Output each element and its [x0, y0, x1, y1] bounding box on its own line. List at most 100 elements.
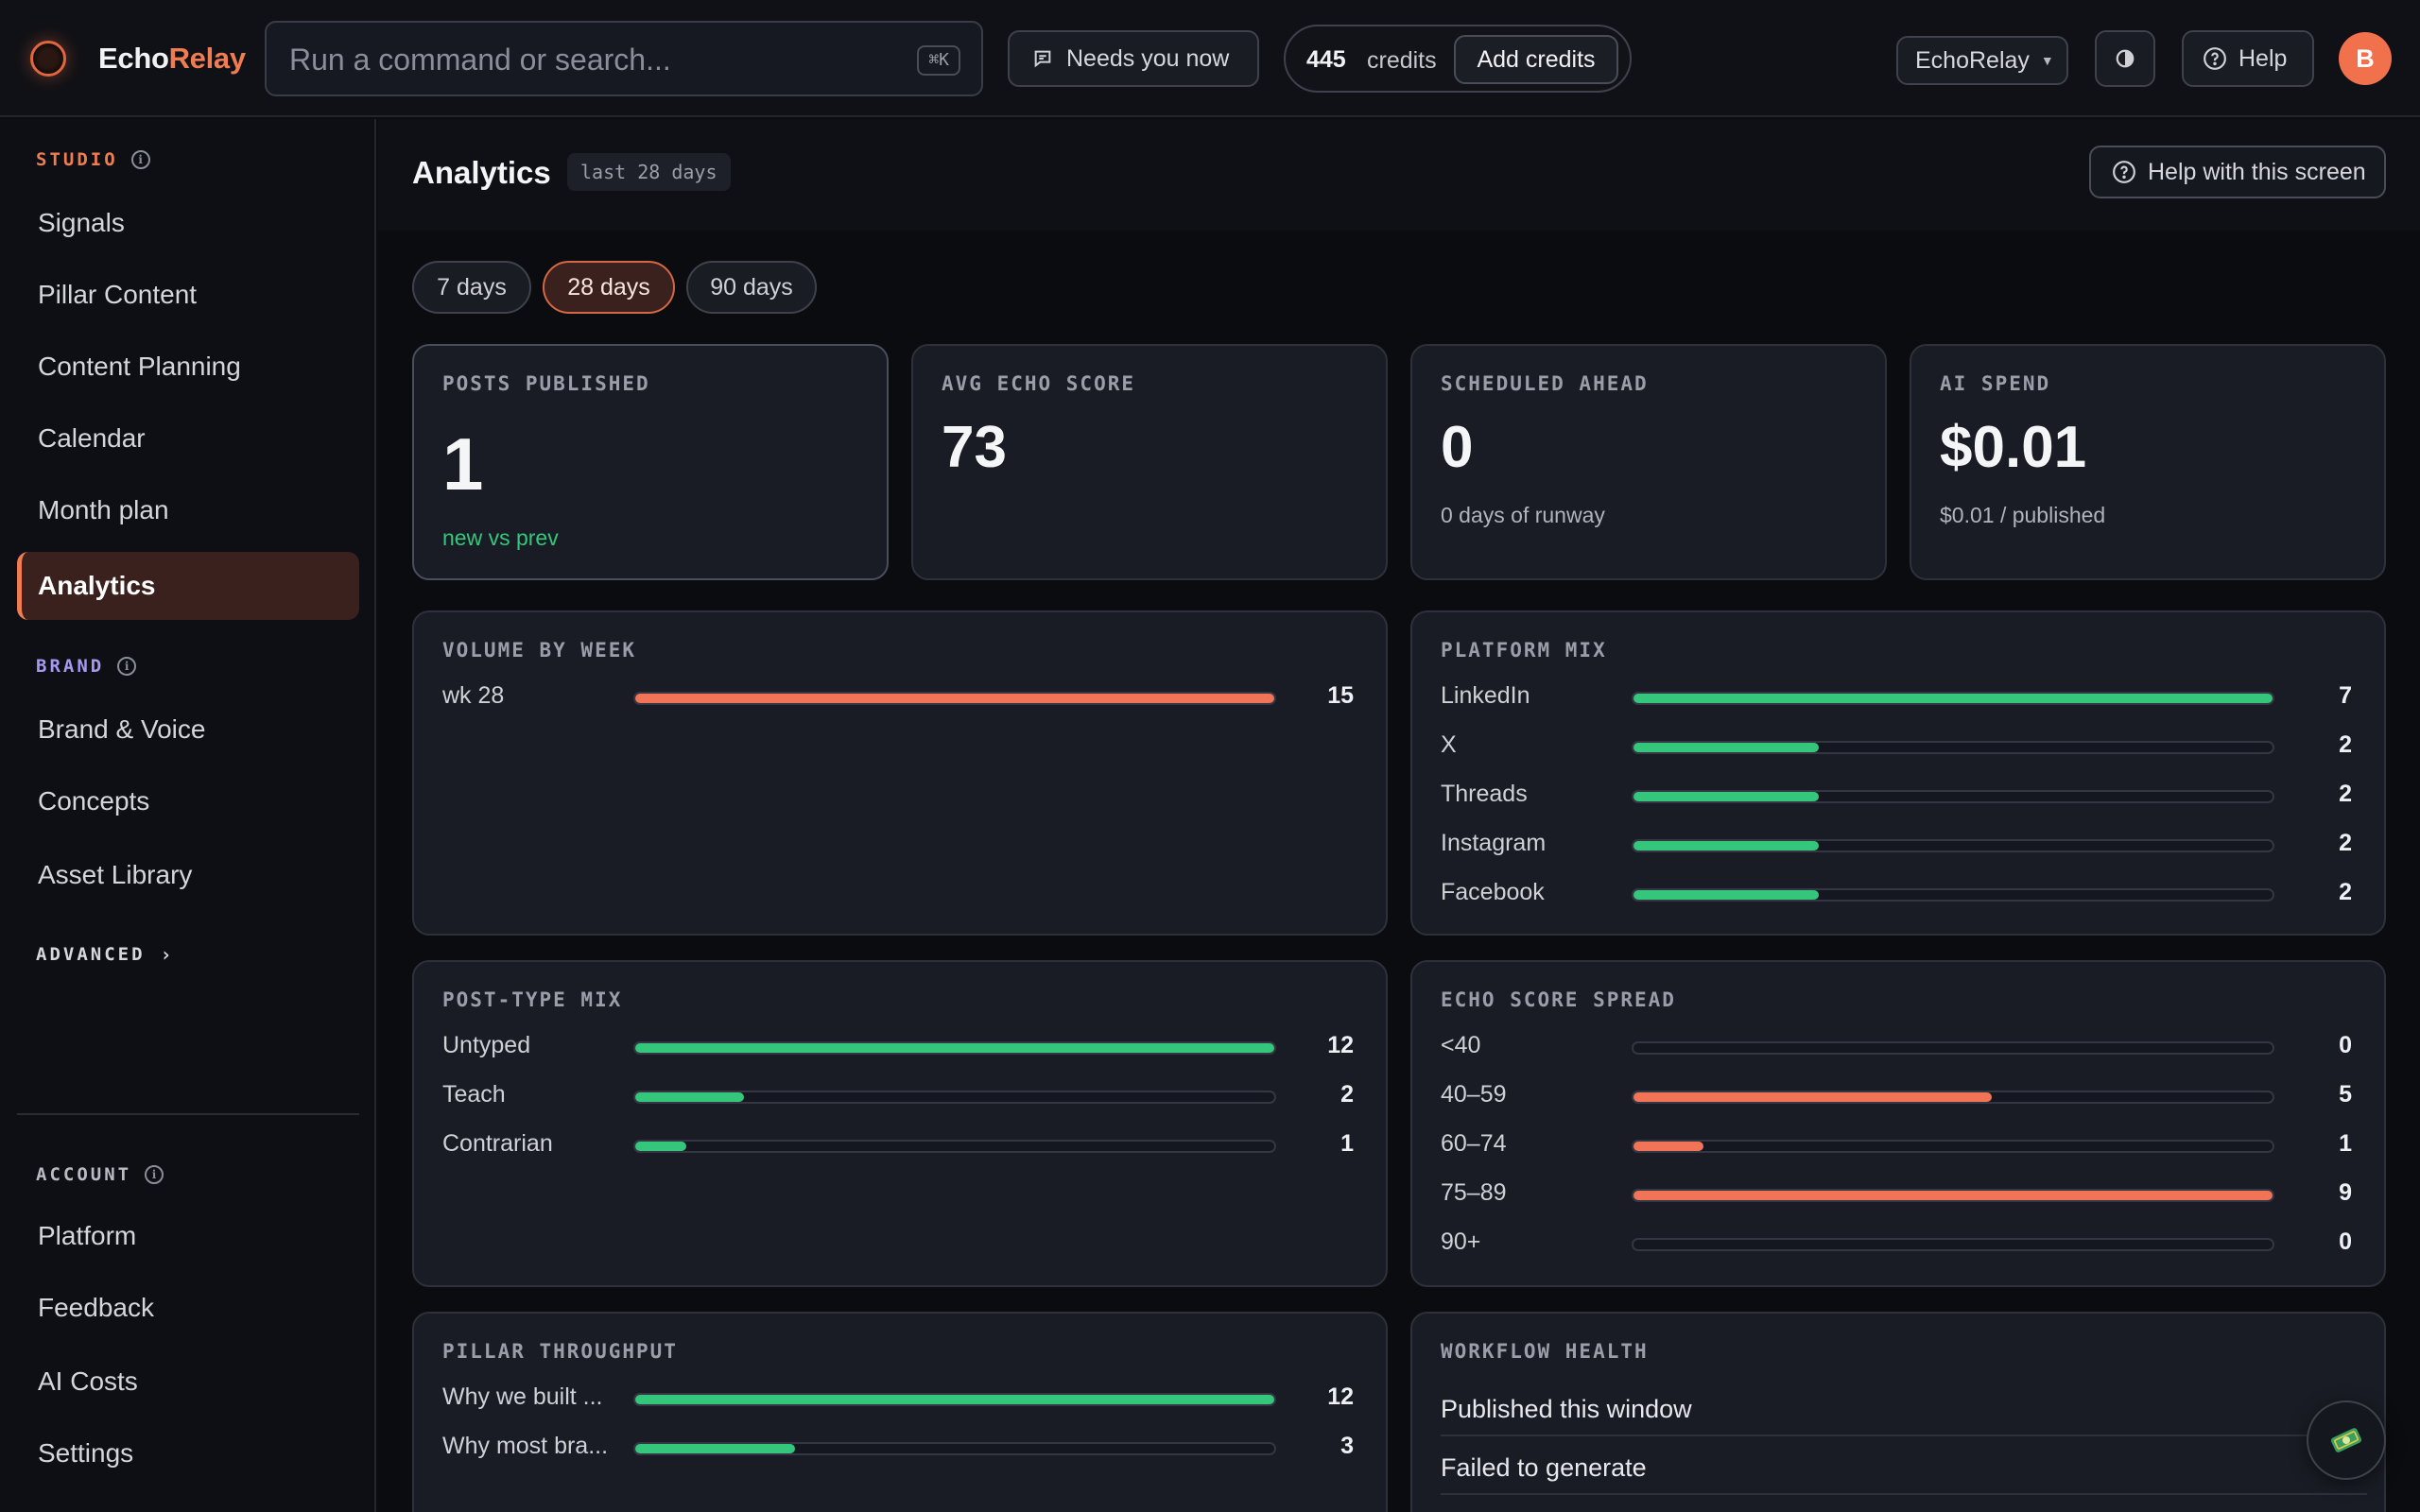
bar-fill	[635, 1444, 795, 1453]
range-28-days[interactable]: 28 days	[543, 261, 675, 314]
workspace-switcher[interactable]: EchoRelay ▼	[1896, 36, 2068, 85]
needs-you-button[interactable]: Needs you now	[1008, 30, 1259, 87]
bar-row: Facebook 2	[1441, 873, 2352, 911]
section-advanced-toggle[interactable]: ADVANCED ›	[36, 943, 172, 966]
bar-row: Why most bra... 3	[442, 1427, 1354, 1465]
bar-label: 60–74	[1441, 1130, 1507, 1157]
advanced-label-text: ADVANCED	[36, 944, 146, 965]
sidebar-item-concepts[interactable]: Concepts	[38, 786, 150, 816]
bar-value: 2	[2339, 879, 2352, 905]
page-header: Analytics last 28 days Help with this sc…	[378, 119, 2420, 231]
bar-label: Contrarian	[442, 1130, 553, 1157]
kpi-card-ai-spend[interactable]: AI SPEND $0.01 $0.01 / published	[1910, 344, 2386, 580]
card-title: PLATFORM MIX	[1441, 639, 1607, 662]
sidebar: STUDIO i Signals Pillar Content Content …	[0, 119, 376, 1512]
bar-row: Instagram 2	[1441, 824, 2352, 862]
kpi-subtext: 0 days of runway	[1441, 503, 1605, 527]
bar-row: Contrarian 1	[442, 1125, 1354, 1162]
sidebar-item-ai-costs[interactable]: AI Costs	[38, 1366, 138, 1396]
sidebar-item-signals[interactable]: Signals	[38, 208, 125, 237]
card-title: PILLAR THROUGHPUT	[442, 1340, 678, 1363]
sidebar-item-month-plan[interactable]: Month plan	[38, 495, 169, 524]
bar-fill	[1634, 841, 1819, 850]
bar-label: Why we built ...	[442, 1383, 603, 1410]
workspace-name: EchoRelay	[1915, 46, 2030, 74]
card-title: POST-TYPE MIX	[442, 988, 623, 1011]
bar-fill	[635, 1395, 1274, 1404]
sidebar-item-content-planning[interactable]: Content Planning	[38, 352, 241, 381]
kpi-card-posts-published[interactable]: POSTS PUBLISHED 1 new vs prev	[412, 344, 889, 580]
bar-track	[1632, 1189, 2274, 1202]
help-with-screen-label: Help with this screen	[2148, 158, 2366, 185]
sidebar-item-settings[interactable]: Settings	[38, 1438, 134, 1468]
app-logo[interactable]: EchoRelay	[98, 42, 246, 76]
sidebar-item-asset-library[interactable]: Asset Library	[38, 860, 193, 889]
search-input[interactable]	[289, 40, 894, 79]
add-credits-button[interactable]: Add credits	[1454, 35, 1618, 84]
bar-value: 9	[2339, 1179, 2352, 1206]
logo-text-part2: Relay	[168, 42, 247, 75]
sidebar-divider	[17, 1113, 359, 1115]
bar-fill	[1634, 1092, 1992, 1102]
kpi-value: 1	[442, 422, 484, 506]
sidebar-item-calendar[interactable]: Calendar	[38, 423, 146, 453]
main-content: Analytics last 28 days Help with this sc…	[378, 119, 2420, 1512]
bar-row: Threads 2	[1441, 775, 2352, 813]
help-with-screen-button[interactable]: Help with this screen	[2089, 146, 2386, 198]
studio-label-text: STUDIO	[36, 149, 118, 170]
account-label-text: ACCOUNT	[36, 1164, 132, 1185]
page-title: Analytics	[412, 155, 551, 190]
bar-track	[633, 1091, 1276, 1104]
sidebar-item-pillar-content[interactable]: Pillar Content	[38, 280, 198, 309]
help-label: Help	[2238, 44, 2288, 72]
bar-row: Why we built ... 12	[442, 1378, 1354, 1416]
bar-value: 2	[2339, 731, 2352, 758]
bar-row: <40 0	[1441, 1026, 2352, 1064]
bar-label: LinkedIn	[1441, 682, 1530, 709]
info-icon[interactable]: i	[145, 1165, 164, 1184]
theme-toggle-button[interactable]	[2095, 30, 2155, 87]
sidebar-item-brand-voice[interactable]: Brand & Voice	[38, 714, 206, 744]
sidebar-item-platform[interactable]: Platform	[38, 1221, 137, 1250]
kpi-label: SCHEDULED AHEAD	[1441, 372, 1649, 395]
workflow-row: Failed to generate	[1441, 1436, 2367, 1495]
kpi-subtext: new vs prev	[442, 525, 559, 550]
kpi-card-avg-echo-score[interactable]: AVG ECHO SCORE 73	[911, 344, 1388, 580]
bar-value: 2	[2339, 781, 2352, 807]
volume-by-week-card: VOLUME BY WEEK wk 28 15	[412, 610, 1388, 936]
bar-value: 0	[2339, 1032, 2352, 1058]
bar-track	[633, 692, 1276, 705]
user-avatar[interactable]: B	[2339, 32, 2392, 85]
bar-value: 5	[2339, 1081, 2352, 1108]
section-label-brand: BRAND i	[36, 656, 137, 677]
range-90-days[interactable]: 90 days	[686, 261, 817, 314]
workflow-row-label: Published this window	[1441, 1395, 1692, 1423]
bar-track	[1632, 741, 2274, 754]
logo-text-part1: Echo	[98, 42, 169, 75]
command-search: ⌘K	[265, 21, 983, 96]
bar-row: 90+ 0	[1441, 1223, 2352, 1261]
bar-label: Why most bra...	[442, 1433, 609, 1459]
kpi-label: POSTS PUBLISHED	[442, 372, 650, 395]
range-7-days[interactable]: 7 days	[412, 261, 531, 314]
bar-value: 2	[2339, 830, 2352, 856]
bar-label: X	[1441, 731, 1457, 758]
bar-row: LinkedIn 7	[1441, 677, 2352, 714]
sidebar-item-feedback[interactable]: Feedback	[38, 1293, 154, 1322]
bar-fill	[1634, 694, 2273, 703]
workflow-row-label: Failed to generate	[1441, 1453, 1647, 1482]
bar-value: 3	[1340, 1433, 1354, 1459]
info-icon[interactable]: i	[117, 657, 137, 676]
assistant-fab-button[interactable]	[2307, 1400, 2386, 1480]
kpi-value: 0	[1441, 415, 1474, 480]
logo-icon	[30, 41, 66, 77]
info-icon[interactable]: i	[130, 150, 150, 169]
bar-track	[1632, 1091, 2274, 1104]
bar-fill	[1634, 890, 1819, 900]
kpi-label: AVG ECHO SCORE	[942, 372, 1136, 395]
sidebar-item-analytics[interactable]: Analytics	[17, 552, 359, 620]
help-button[interactable]: Help	[2182, 30, 2314, 87]
search-shortcut: ⌘K	[917, 45, 960, 76]
kpi-card-scheduled-ahead[interactable]: SCHEDULED AHEAD 0 0 days of runway	[1410, 344, 1887, 580]
